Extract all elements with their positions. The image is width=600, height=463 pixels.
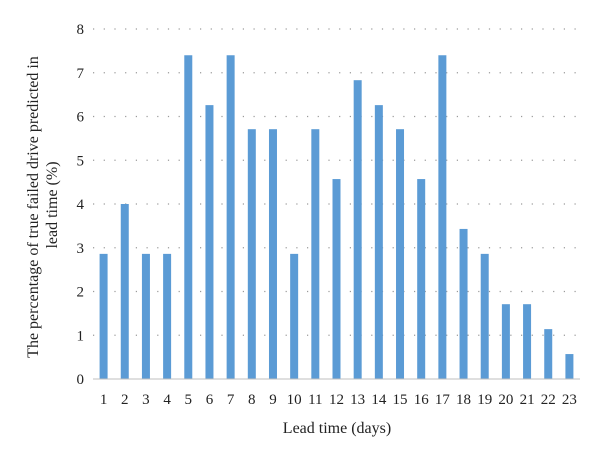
- x-tick-label: 9: [269, 392, 277, 408]
- bar-21: [523, 304, 532, 379]
- bar-8: [247, 129, 256, 379]
- x-tick-label: 6: [206, 392, 214, 408]
- x-tick-label: 17: [435, 392, 451, 408]
- bar-19: [480, 253, 489, 379]
- y-tick-label: 2: [77, 285, 85, 301]
- bar-5: [184, 55, 193, 379]
- bar-9: [268, 129, 277, 379]
- y-tick-label: 5: [77, 153, 85, 169]
- x-tick-label: 16: [414, 392, 430, 408]
- x-tick-labels: 1 2 3 4 5 6 7 8 9 10 11 12 13 14 15 16 17 18 19 20 21 22 23: [100, 392, 577, 408]
- x-tick-label: 22: [541, 392, 556, 408]
- bar-18: [459, 228, 468, 379]
- x-tick-label: 8: [248, 392, 256, 408]
- bar-23: [565, 354, 574, 379]
- y-tick-labels: 0 1 2 3 4 5 6 7 8: [77, 22, 85, 388]
- x-tick-label: 10: [287, 392, 302, 408]
- x-tick-label: 20: [498, 392, 513, 408]
- x-tick-label: 12: [329, 392, 344, 408]
- y-tick-label: 0: [77, 372, 85, 388]
- x-tick-label: 13: [350, 392, 365, 408]
- bar-10: [290, 253, 299, 379]
- bar-1: [99, 253, 108, 379]
- x-tick-label: 5: [185, 392, 193, 408]
- x-tick-label: 4: [163, 392, 171, 408]
- x-tick-label: 7: [227, 392, 235, 408]
- y-tick-label: 1: [77, 328, 85, 344]
- x-tick-label: 19: [477, 392, 492, 408]
- y-axis-title-line-2: lead time (%): [44, 161, 61, 248]
- x-tick-label: 14: [371, 392, 387, 408]
- bar-22: [544, 329, 553, 379]
- bar-15: [396, 129, 405, 379]
- x-tick-label: 1: [100, 392, 108, 408]
- bar-6: [205, 105, 214, 379]
- y-tick-label: 8: [77, 22, 85, 38]
- bar-12: [332, 179, 341, 379]
- x-tick-label: 2: [121, 392, 129, 408]
- bar-3: [141, 253, 150, 379]
- y-tick-label: 4: [77, 197, 85, 213]
- bar-11: [311, 129, 320, 379]
- bar-4: [163, 253, 172, 379]
- x-tick-label: 15: [393, 392, 408, 408]
- bars: [99, 55, 574, 379]
- bar-14: [374, 105, 383, 379]
- x-tick-label: 18: [456, 392, 471, 408]
- x-tick-label: 11: [308, 392, 322, 408]
- x-axis-title: Lead time (days): [283, 420, 391, 437]
- bar-13: [353, 80, 362, 379]
- bar-7: [226, 55, 235, 379]
- y-tick-label: 3: [77, 241, 85, 257]
- y-axis-title-line-1: The percentage of true failed drive pred…: [25, 56, 42, 358]
- bar-17: [438, 55, 447, 379]
- y-tick-label: 7: [77, 66, 85, 82]
- bar-16: [417, 179, 426, 379]
- y-axis-title: The percentage of true failed drive pred…: [25, 52, 61, 358]
- x-tick-label: 3: [142, 392, 150, 408]
- y-tick-label: 6: [77, 110, 85, 126]
- x-tick-label: 23: [562, 392, 577, 408]
- bar-2: [120, 204, 129, 379]
- bar-20: [501, 304, 510, 379]
- x-tick-label: 21: [520, 392, 535, 408]
